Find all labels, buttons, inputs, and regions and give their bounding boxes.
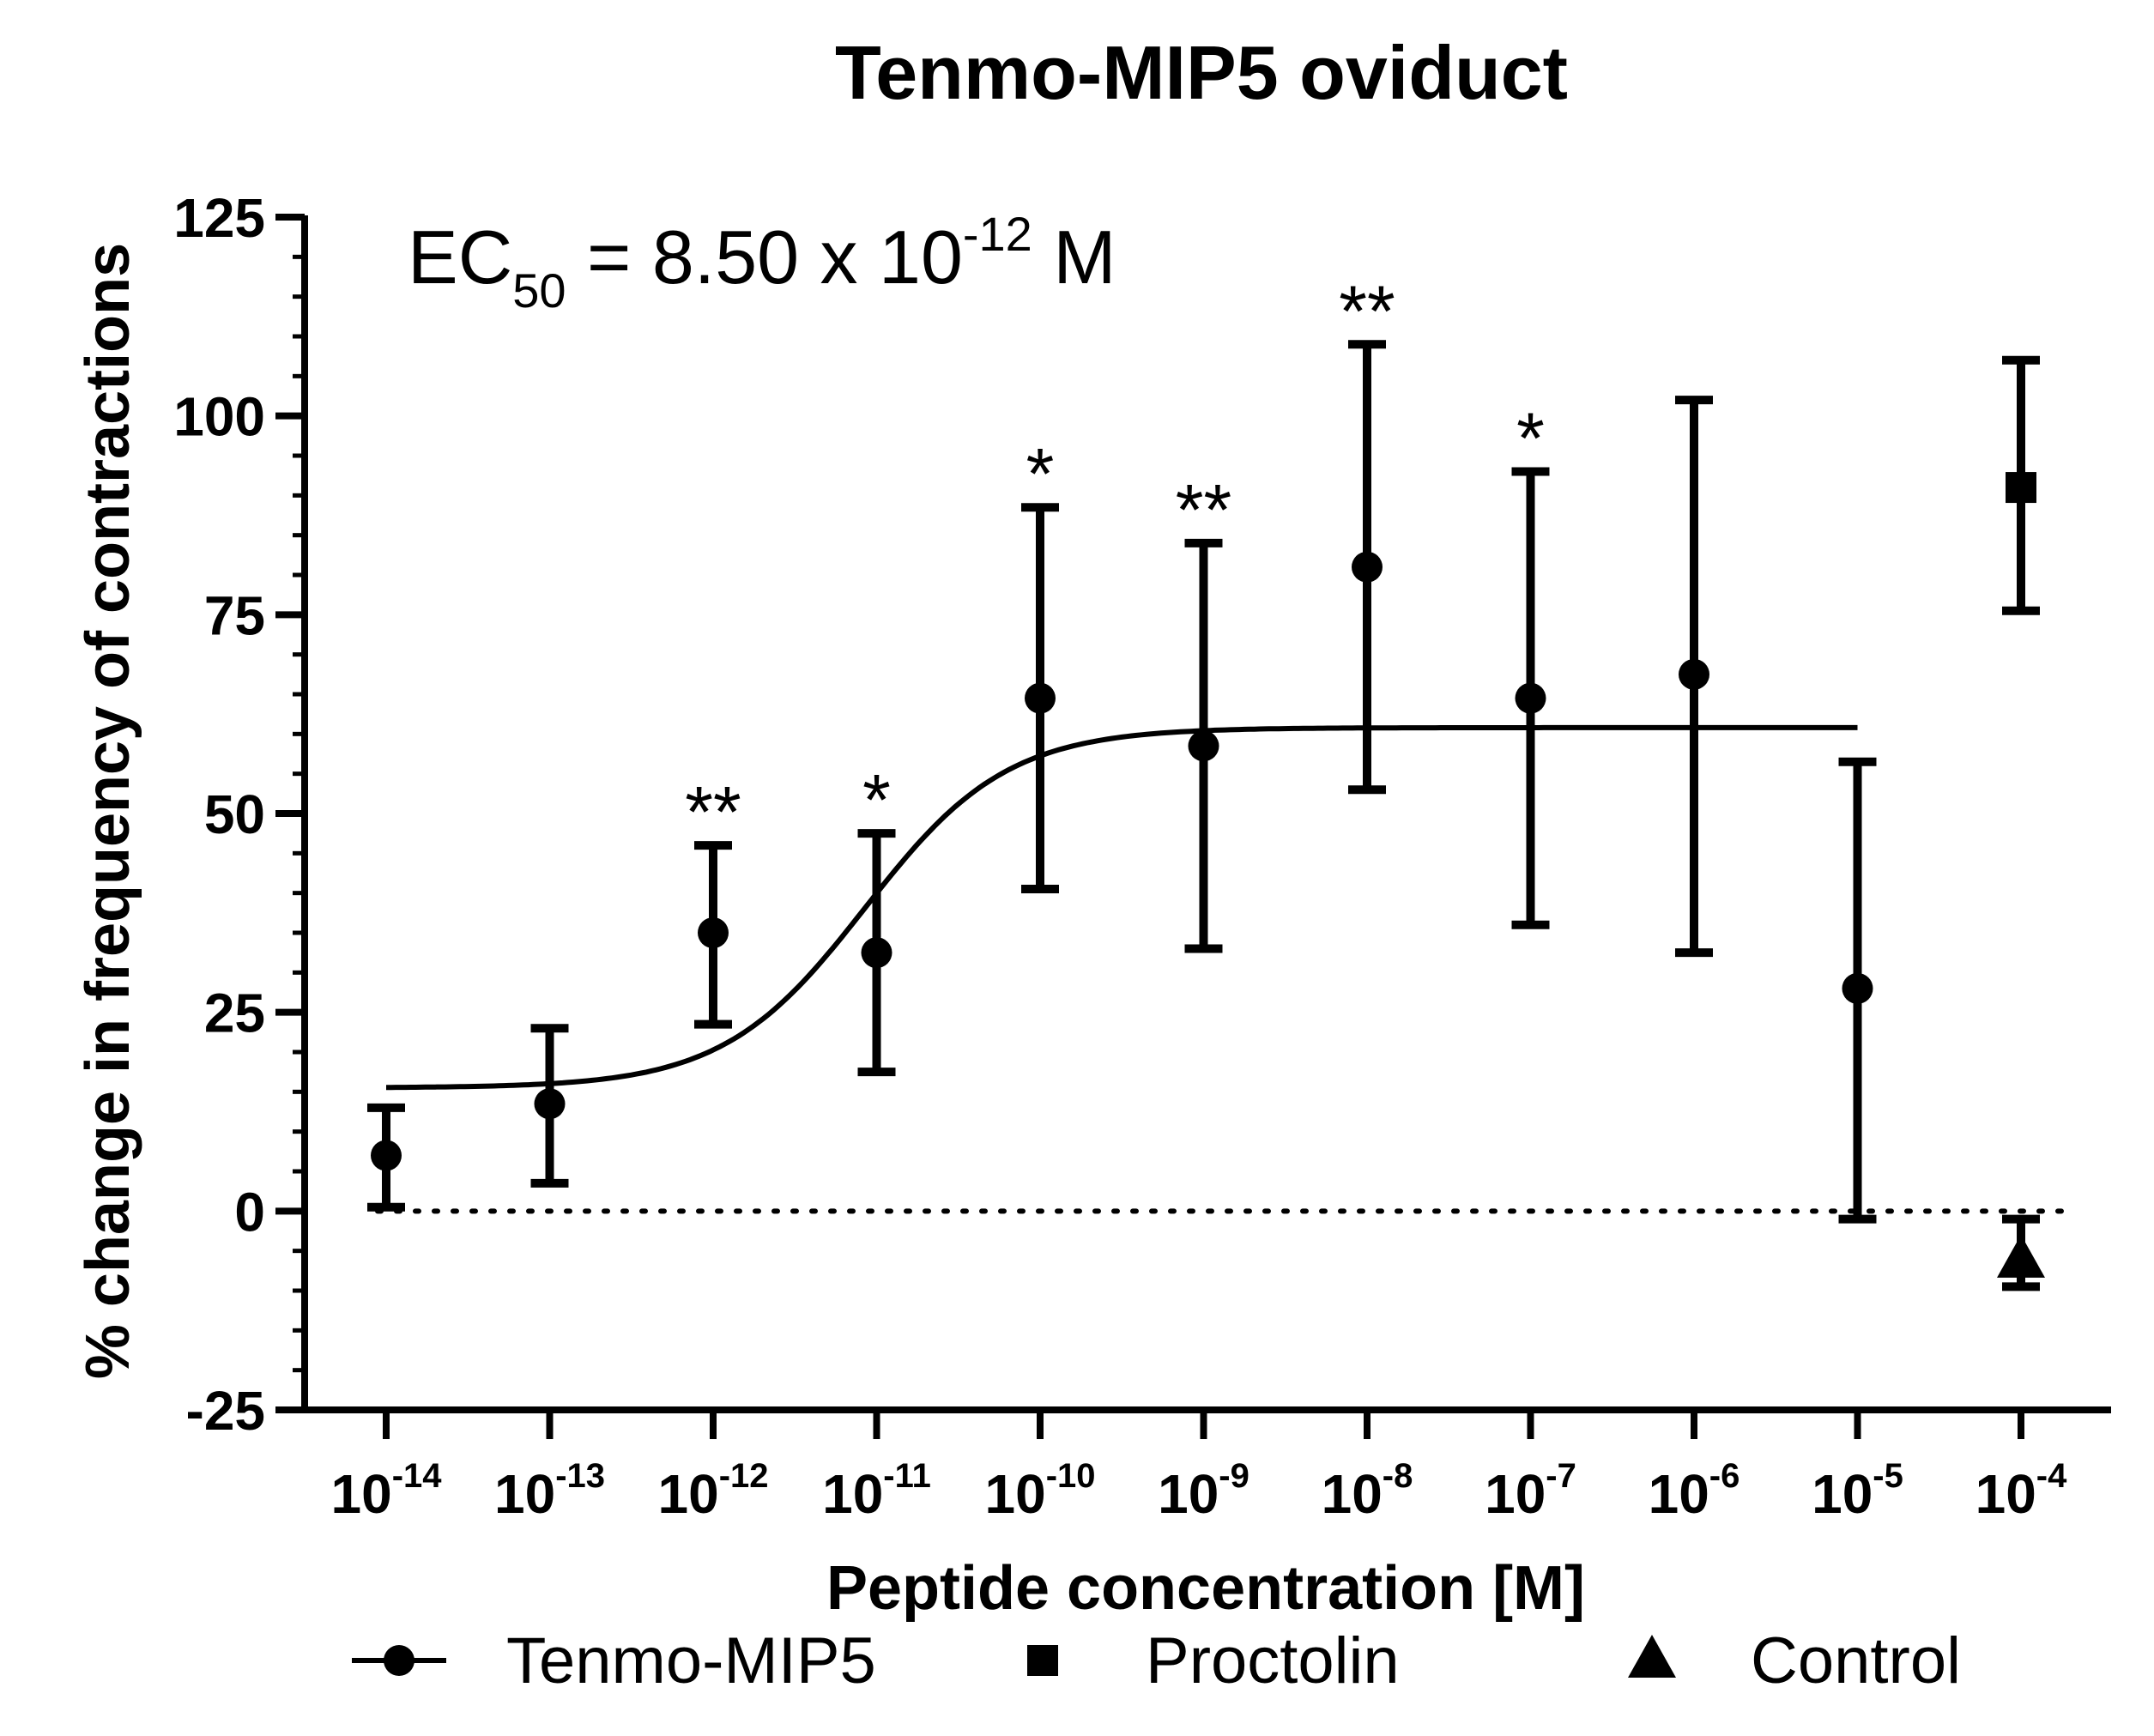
y-tick-label: 75 bbox=[204, 584, 265, 646]
legend-label: Tenmo-MIP5 bbox=[506, 1624, 876, 1697]
data-point-circle bbox=[698, 917, 729, 948]
legend-label: Control bbox=[1751, 1624, 1961, 1697]
data-point-triangle bbox=[1997, 1234, 2045, 1278]
data-point-circle bbox=[534, 1088, 566, 1120]
data-point-square bbox=[2006, 472, 2036, 504]
x-tick-label: 10-14 bbox=[331, 1457, 443, 1525]
fit-curve bbox=[386, 724, 1858, 1091]
x-tick-label: 10-9 bbox=[1158, 1457, 1249, 1525]
data-point-circle bbox=[1679, 658, 1709, 690]
x-tick-label: 10-5 bbox=[1812, 1457, 1903, 1525]
ec50-superscript: -12 bbox=[963, 207, 1032, 261]
y-tick-label: 125 bbox=[173, 187, 265, 249]
data-point-circle bbox=[1188, 730, 1219, 762]
plot-area: -25 0 25 50 75 100 125 10-14 10-13 10-12 10-11 10-1… bbox=[173, 187, 2111, 1525]
data-point-circle bbox=[1842, 972, 1873, 1004]
x-tick-label: 10-10 bbox=[985, 1457, 1096, 1525]
legend-marker-circle bbox=[384, 1645, 414, 1676]
significance-label: * bbox=[862, 759, 891, 840]
significance-label: * bbox=[1026, 433, 1055, 514]
x-tick-label: 10-6 bbox=[1649, 1457, 1740, 1525]
ec50-middle: = 8.50 x 10 bbox=[566, 215, 963, 299]
legend: Tenmo-MIP5 Proctolin Control bbox=[352, 1624, 1961, 1697]
y-tick-label: 50 bbox=[204, 783, 265, 845]
y-axis-label: % change in frequency of contractions bbox=[74, 243, 142, 1379]
legend-marker-square bbox=[1027, 1645, 1058, 1676]
data-point-circle bbox=[371, 1140, 402, 1171]
data-point-circle bbox=[861, 937, 892, 969]
ec50-prefix: EC bbox=[408, 215, 512, 299]
significance-label: ** bbox=[1176, 469, 1231, 550]
x-axis-label: Peptide concentration [M] bbox=[826, 1554, 1585, 1623]
significance-label: * bbox=[1516, 398, 1545, 479]
data-point-circle bbox=[1515, 682, 1546, 714]
significance-label: ** bbox=[685, 771, 741, 852]
x-tick-label: 10-12 bbox=[658, 1457, 769, 1525]
x-tick-label: 10-4 bbox=[1976, 1457, 2068, 1525]
y-tick-label: 0 bbox=[234, 1181, 265, 1243]
ec50-annotation: EC50 = 8.50 x 10-12 M bbox=[408, 207, 1116, 318]
significance-label: ** bbox=[1339, 270, 1395, 351]
legend-marker-triangle bbox=[1628, 1635, 1676, 1678]
data-point-circle bbox=[1352, 551, 1383, 583]
data-point-circle bbox=[1025, 682, 1056, 714]
x-tick-label: 10-8 bbox=[1322, 1457, 1413, 1525]
x-tick-label: 10-11 bbox=[822, 1457, 931, 1525]
svg-text:EC50 = 8.50 x 10-12 M: EC50 = 8.50 x 10-12 M bbox=[408, 207, 1116, 318]
x-tick-label: 10-7 bbox=[1485, 1457, 1576, 1525]
x-tick-label: 10-13 bbox=[494, 1457, 605, 1525]
ec50-subscript: 50 bbox=[512, 263, 566, 318]
ec50-suffix: M bbox=[1032, 215, 1116, 299]
legend-label: Proctolin bbox=[1146, 1624, 1400, 1697]
y-tick-label: -25 bbox=[186, 1380, 266, 1442]
chart-title: Tenmo-MIP5 oviduct bbox=[835, 30, 1568, 115]
y-tick-label: 25 bbox=[204, 983, 265, 1044]
y-tick-label: 100 bbox=[173, 386, 265, 448]
